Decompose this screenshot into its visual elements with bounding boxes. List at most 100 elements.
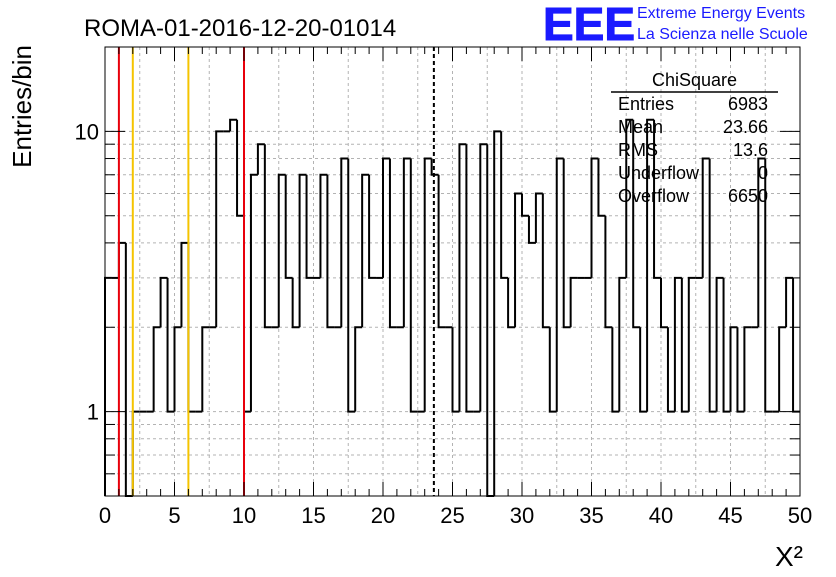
histogram-bin [402, 157, 411, 328]
x-tick-label: 20 [371, 503, 395, 528]
histogram-bin [625, 118, 634, 278]
histogram-bin [249, 173, 258, 412]
histogram-bin [215, 130, 224, 328]
histogram-bin [104, 276, 112, 496]
chart-title: ROMA-01-2016-12-20-01014 [84, 15, 396, 42]
histogram-bin [507, 277, 516, 329]
histogram-bin [500, 131, 509, 279]
histogram-bin [277, 173, 286, 328]
histogram-bin [340, 157, 349, 328]
eee-logo-line1: Extreme Energy Events [637, 5, 805, 22]
histogram-bin [639, 327, 648, 413]
histogram-bin [229, 118, 238, 132]
stats-row-value: 23.66 [723, 117, 768, 137]
histogram-bin [347, 158, 356, 413]
eee-logo: EEE Extreme Energy Events La Scienza nel… [543, 0, 808, 51]
histogram-bin [590, 157, 599, 278]
histogram-bin [124, 242, 133, 497]
histogram-bin [597, 158, 606, 217]
histogram-bin [521, 193, 529, 217]
x-tick-label: 15 [301, 503, 325, 528]
x-axis-label: X² [775, 541, 803, 572]
histogram-bin [201, 326, 210, 412]
histogram-bin [423, 157, 432, 412]
reference-lines [117, 47, 435, 496]
stats-box-title: ChiSquare [652, 70, 737, 90]
histogram-bin [430, 158, 439, 176]
histogram-bin [159, 276, 168, 328]
histogram-bin [236, 119, 244, 217]
histogram-bin [284, 174, 293, 279]
histogram-bin [569, 276, 578, 328]
histogram-bin [319, 173, 328, 278]
histogram-bin [368, 174, 377, 279]
histogram-bin [666, 327, 675, 413]
histogram-bin [736, 327, 745, 413]
histogram-bin [611, 327, 620, 413]
histogram-bin [514, 192, 522, 328]
histogram-bin [243, 215, 251, 413]
histogram-bin [785, 276, 794, 328]
histogram-bin [486, 144, 495, 497]
stats-row-label: Underflow [618, 163, 700, 183]
histogram-bin [437, 174, 446, 329]
histogram-bin [534, 192, 543, 243]
histogram-bin [166, 277, 175, 413]
stats-row-label: Overflow [618, 186, 690, 206]
y-tick-label: 1 [87, 400, 99, 425]
histogram-bin [458, 143, 467, 412]
histogram-bin [618, 276, 627, 412]
histogram-bin [451, 327, 460, 413]
histogram-bin [660, 277, 668, 329]
histogram-bin [409, 158, 418, 413]
histogram-bin [687, 276, 696, 412]
stats-row-value: 13.6 [733, 140, 768, 160]
histogram-bin [180, 241, 189, 328]
histogram-bin [354, 326, 363, 412]
histogram-bin [117, 241, 126, 278]
x-tick-label: 10 [232, 503, 256, 528]
histogram-bin [653, 119, 661, 279]
histogram-bin [604, 215, 613, 329]
histogram-bin [764, 158, 773, 413]
histogram-bin [555, 157, 564, 412]
stats-row-label: Mean [618, 117, 663, 137]
histogram-bin [173, 326, 182, 412]
stats-row-label: RMS [618, 140, 658, 160]
histogram-bin [701, 157, 710, 278]
histogram-bin [465, 144, 474, 413]
histogram-bin [743, 326, 752, 412]
x-tick-label: 40 [649, 503, 673, 528]
histogram-bin [152, 326, 161, 412]
histogram-bin [263, 144, 272, 329]
histogram-bin [527, 215, 536, 244]
histogram-bin [708, 158, 717, 413]
y-axis-label: Entries/bin [7, 45, 37, 168]
histogram-bin [792, 277, 800, 413]
axes: 0 5 10 15 20 25 30 35 40 45 50 1 10 [75, 46, 812, 528]
x-tick-label: 0 [99, 503, 111, 528]
histogram-bin [256, 143, 265, 175]
histogram-bin [291, 277, 300, 329]
stats-box: ChiSquare Entries 6983 Mean 23.66 RMS 13.6 Unde… [611, 70, 778, 206]
stats-row-value: 6650 [728, 186, 768, 206]
histogram-bin [757, 157, 766, 328]
stats-row-value: 0 [758, 163, 768, 183]
grid [105, 47, 800, 496]
histogram-bin [493, 130, 502, 496]
eee-logo-line2: La Scienza nelle Scuole [637, 26, 808, 43]
histogram-bin [729, 326, 738, 412]
eee-logo-mark: EEE [543, 0, 635, 50]
histogram-bin [646, 118, 655, 412]
histogram-bin [298, 173, 307, 328]
histogram-bin [673, 276, 682, 412]
histogram-bin [361, 173, 370, 328]
histogram-bin [680, 277, 689, 413]
histogram-bin [382, 157, 390, 278]
x-tick-label: 5 [168, 503, 180, 528]
histogram-bin [715, 276, 724, 412]
x-tick-label: 50 [788, 503, 812, 528]
x-tick-label: 30 [510, 503, 534, 528]
